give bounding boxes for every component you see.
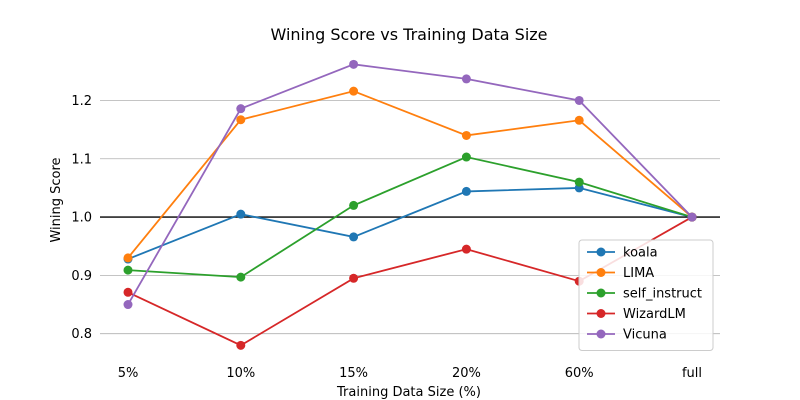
- legend-swatch-marker: [596, 247, 606, 257]
- legend-swatch-marker: [596, 288, 606, 298]
- legend-label: LIMA: [623, 266, 654, 281]
- data-point: [349, 200, 359, 210]
- data-point: [123, 287, 133, 297]
- data-point: [461, 130, 471, 140]
- series-line: [127, 90, 693, 259]
- y-tick-label: 0.9: [71, 269, 92, 284]
- data-point: [461, 74, 471, 84]
- series-lima: [123, 86, 697, 263]
- legend-swatch-marker: [596, 329, 606, 339]
- legend-label: WizardLM: [623, 307, 686, 322]
- x-axis-ticks: 5% 10% 15% 20% 60% full: [118, 366, 702, 381]
- y-tick-label: 1.1: [71, 152, 92, 167]
- data-point: [574, 115, 584, 125]
- series-vicuna: [123, 59, 697, 310]
- series-line: [127, 156, 693, 279]
- data-point: [236, 272, 246, 282]
- data-point: [574, 177, 584, 187]
- y-tick-label: 1.2: [71, 94, 92, 109]
- data-point: [349, 232, 359, 242]
- y-tick-label: 1.0: [71, 211, 92, 226]
- y-axis-label: Wining Score: [49, 157, 64, 242]
- legend-swatch-marker: [596, 309, 606, 318]
- data-point: [236, 104, 246, 114]
- x-tick-label: 10%: [226, 366, 255, 381]
- series-koala: [123, 183, 697, 264]
- legend-label: koala: [623, 246, 658, 261]
- legend-label: self_instruct: [623, 287, 702, 302]
- data-point: [687, 212, 697, 222]
- data-point: [123, 265, 133, 275]
- data-point: [349, 273, 359, 283]
- data-point: [236, 209, 246, 219]
- series-line: [127, 63, 693, 305]
- data-point: [123, 300, 133, 310]
- x-axis-label: Training Data Size (%): [336, 385, 481, 400]
- series-line: [127, 187, 693, 260]
- series-lines: [123, 59, 697, 350]
- y-axis-ticks: 0.8 0.9 1.0 1.1 1.2: [71, 94, 92, 342]
- x-tick-label: 5%: [118, 366, 139, 381]
- data-point: [236, 115, 246, 125]
- x-tick-label: 60%: [565, 366, 594, 381]
- legend-box: [578, 239, 714, 351]
- data-point: [574, 95, 584, 105]
- y-tick-label: 0.8: [71, 327, 92, 342]
- legend-label: Vicuna: [623, 328, 667, 343]
- data-point: [349, 59, 359, 69]
- data-point: [236, 340, 246, 350]
- data-point: [349, 86, 359, 96]
- x-tick-label: full: [682, 366, 702, 381]
- data-point: [123, 253, 133, 263]
- data-point: [461, 244, 471, 254]
- data-point: [461, 186, 471, 196]
- x-tick-label: 15%: [339, 366, 368, 381]
- x-tick-label: 20%: [452, 366, 481, 381]
- legend-swatch-marker: [596, 268, 606, 277]
- legend: koala LIMA self_instruct WizardLM Vicuna: [578, 239, 714, 351]
- chart-title: Wining Score vs Training Data Size: [270, 25, 547, 44]
- data-point: [461, 152, 471, 162]
